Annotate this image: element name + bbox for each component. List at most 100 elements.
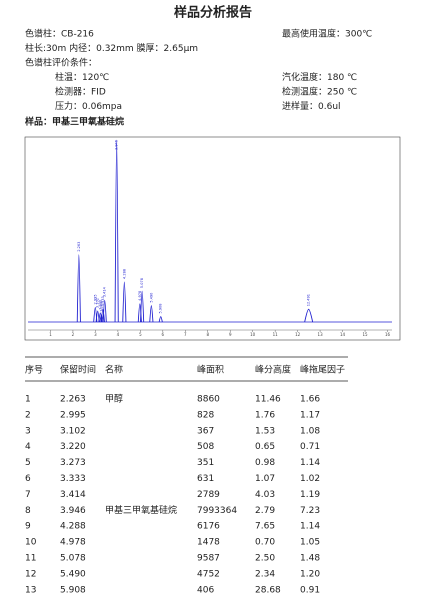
cell: 1.14 bbox=[300, 458, 320, 468]
cell: 351 bbox=[197, 458, 214, 468]
cell: 1.02 bbox=[300, 474, 320, 484]
column-header: 峰面积 bbox=[197, 364, 224, 376]
cell: 2 bbox=[25, 410, 31, 420]
peak-label: 5.490 bbox=[149, 293, 153, 303]
peaks bbox=[76, 139, 314, 323]
cell: 4 bbox=[25, 442, 31, 452]
peak-label: 4.978 bbox=[138, 291, 142, 301]
peak bbox=[76, 254, 81, 323]
cell: 1478 bbox=[197, 538, 220, 548]
cell: 1.53 bbox=[255, 426, 275, 436]
cell: 9 bbox=[25, 522, 31, 532]
cell: 1.48 bbox=[300, 554, 320, 564]
column-header: 名称 bbox=[105, 364, 123, 376]
cell: 1.76 bbox=[255, 410, 275, 420]
cell: 1.17 bbox=[300, 410, 320, 420]
cell: 3.102 bbox=[60, 426, 86, 436]
info-left: 色谱柱：CB-216 bbox=[25, 28, 94, 40]
cell: 1.07 bbox=[255, 474, 275, 484]
cell: 5.078 bbox=[60, 554, 86, 564]
info-left: 柱长:30m 内径：0.32mm 膜厚：2.65μm bbox=[25, 42, 198, 54]
cell: 5.490 bbox=[60, 569, 86, 579]
info-right: 汽化温度：180 ℃ bbox=[282, 71, 357, 83]
cell: 1.19 bbox=[300, 490, 320, 500]
cell: 7 bbox=[25, 490, 31, 500]
column-header: 峰拖尾因子 bbox=[300, 364, 345, 376]
info-left: 色谱柱评价条件： bbox=[25, 57, 97, 69]
cell: 9587 bbox=[197, 554, 220, 564]
cell: 4.288 bbox=[60, 522, 86, 532]
info-right: 进样量：0.6ul bbox=[282, 100, 341, 112]
cell: 3.946 bbox=[60, 506, 86, 516]
cell: 6 bbox=[25, 474, 31, 484]
cell: 28.68 bbox=[255, 585, 281, 595]
info-right: 检测温度：250 ℃ bbox=[282, 86, 357, 98]
peak bbox=[99, 314, 104, 323]
title: 样品分析报告 bbox=[174, 5, 252, 21]
cell: 2.263 bbox=[60, 395, 86, 405]
sample: 样品：甲基三甲氧基硅烷 bbox=[25, 116, 124, 128]
peak-label: 3.333 bbox=[101, 296, 105, 306]
peak bbox=[122, 281, 127, 323]
peak bbox=[100, 308, 105, 323]
cell: 10 bbox=[25, 538, 37, 548]
cell: 6176 bbox=[197, 522, 220, 532]
peak-label: 3.102 bbox=[96, 298, 100, 308]
peak-label: 3.220 bbox=[98, 300, 102, 310]
cell: 2.34 bbox=[255, 569, 275, 579]
peak-label: 5.078 bbox=[140, 278, 144, 288]
peak bbox=[114, 139, 119, 323]
cell: 7.65 bbox=[255, 522, 275, 532]
cell: 0.91 bbox=[300, 585, 320, 595]
peak-label: 3.414 bbox=[103, 286, 107, 297]
peak-label: 3.273 bbox=[100, 302, 104, 312]
peak-label: 2.995 bbox=[93, 294, 97, 304]
cell: 1.20 bbox=[300, 569, 320, 579]
x-tick-label: 4 bbox=[117, 332, 120, 337]
cell: 7.23 bbox=[300, 506, 320, 516]
cell: 0.70 bbox=[255, 538, 275, 548]
column-header: 保留时间 bbox=[60, 364, 96, 376]
info-left: 压力：0.06mpa bbox=[55, 100, 122, 112]
x-tick-label: 5 bbox=[139, 332, 142, 337]
cell: 甲基三甲氧基硅烷 bbox=[105, 504, 177, 516]
cell: 1.66 bbox=[300, 395, 320, 405]
x-tick-label: 16 bbox=[385, 332, 391, 337]
cell: 5 bbox=[25, 458, 31, 468]
x-tick-label: 14 bbox=[340, 332, 346, 337]
peak-label: 2.263 bbox=[77, 242, 81, 252]
cell: 8860 bbox=[197, 395, 220, 405]
cell: 3.273 bbox=[60, 458, 86, 468]
cell: 828 bbox=[197, 410, 214, 420]
cell: 0.98 bbox=[255, 458, 275, 468]
x-tick-label: 1 bbox=[49, 332, 52, 337]
cell: 8 bbox=[25, 506, 31, 516]
x-tick-label: 6 bbox=[162, 332, 165, 337]
cell: 11 bbox=[25, 554, 36, 564]
peak bbox=[95, 310, 100, 323]
cell: 甲醇 bbox=[105, 393, 123, 405]
x-tick-label: 11 bbox=[273, 332, 279, 337]
info-right: 最高使用温度：300℃ bbox=[282, 28, 372, 40]
cell: 1.14 bbox=[300, 522, 320, 532]
cell: 2.995 bbox=[60, 410, 86, 420]
cell: 367 bbox=[197, 426, 214, 436]
x-tick-label: 12 bbox=[295, 332, 301, 337]
x-tick-label: 10 bbox=[250, 332, 256, 337]
x-tick-label: 13 bbox=[318, 332, 324, 337]
column-header: 峰分高度 bbox=[255, 364, 291, 376]
cell: 406 bbox=[197, 585, 214, 595]
cell: 631 bbox=[197, 474, 214, 484]
x-tick-label: 8 bbox=[206, 332, 209, 337]
x-tick-label: 3 bbox=[94, 332, 97, 337]
x-tick-label: 15 bbox=[362, 332, 368, 337]
x-tick-label: 7 bbox=[184, 332, 187, 337]
cell: 1 bbox=[25, 395, 31, 405]
cell: 12 bbox=[25, 569, 36, 579]
cell: 3.333 bbox=[60, 474, 86, 484]
peak-label: 4.288 bbox=[122, 269, 126, 279]
cell: 3 bbox=[25, 426, 31, 436]
peak bbox=[158, 316, 163, 323]
cell: 0.71 bbox=[300, 442, 320, 452]
